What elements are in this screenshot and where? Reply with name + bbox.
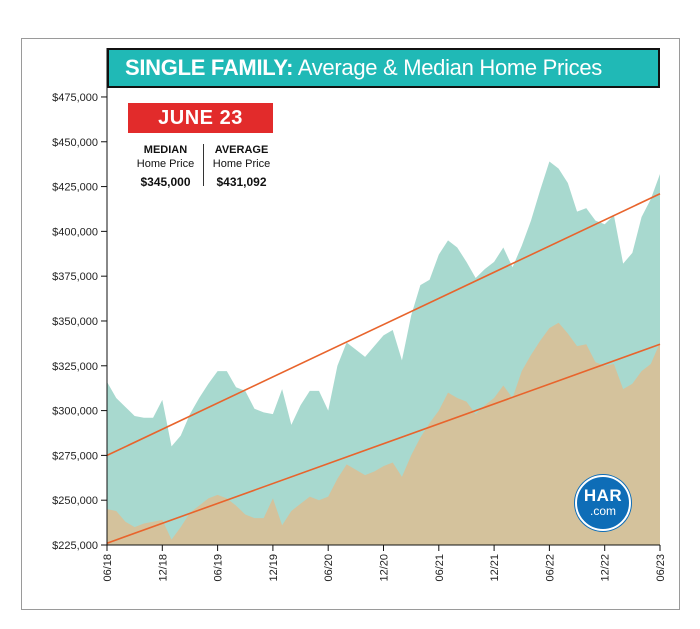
date-badge: JUNE 23 [128,103,273,133]
chart-title-bold: SINGLE FAMILY: [125,55,294,80]
median-trend-line [106,343,661,544]
x-tick-label: 06/20 [323,554,335,582]
median-caption-1: MEDIAN [143,144,188,156]
median-caption-2: Home Price [136,158,195,170]
average-stat: AVERAGE Home Price $431,092 [204,143,279,189]
x-tick-label: 12/19 [268,554,280,582]
median-price-area [107,322,660,545]
y-tick-label: $300,000 [52,406,98,418]
y-tick-label: $225,000 [52,540,98,552]
chart-frame [21,38,680,610]
x-tick-label: 06/19 [213,554,225,582]
x-tick-label: 12/21 [489,554,501,582]
chart-title: SINGLE FAMILY: Average & Median Home Pri… [107,48,660,88]
x-tick-label: 12/18 [157,554,169,582]
har-logo-text: HAR [583,486,623,505]
y-tick-label: $275,000 [52,450,98,462]
x-tick-label: 06/23 [655,554,667,582]
stat-divider [203,144,204,186]
x-tick-label: 06/21 [434,554,446,582]
har-logo-subtext: .com [589,504,616,518]
chart-title-rest: Average & Median Home Prices [293,55,603,80]
x-tick-label: 06/18 [102,554,114,582]
median-value: $345,000 [140,175,191,189]
y-tick-label: $375,000 [52,271,98,283]
y-tick-label: $475,000 [52,92,98,104]
y-tick-label: $325,000 [52,361,98,373]
har-logo: HAR .com [575,475,631,531]
average-caption-2: Home Price [212,158,271,170]
average-trend-line [106,193,661,457]
y-tick-label: $450,000 [52,137,98,149]
y-tick-label: $350,000 [52,316,98,328]
average-caption-1: AVERAGE [214,144,269,156]
y-tick-label: $400,000 [52,226,98,238]
y-tick-label: $425,000 [52,182,98,194]
x-tick-label: 12/20 [379,554,391,582]
x-tick-label: 12/22 [600,554,612,582]
median-stat: MEDIAN Home Price $345,000 [128,143,203,189]
x-tick-label: 06/22 [544,554,556,582]
average-value: $431,092 [216,175,267,189]
y-tick-label: $250,000 [52,495,98,507]
